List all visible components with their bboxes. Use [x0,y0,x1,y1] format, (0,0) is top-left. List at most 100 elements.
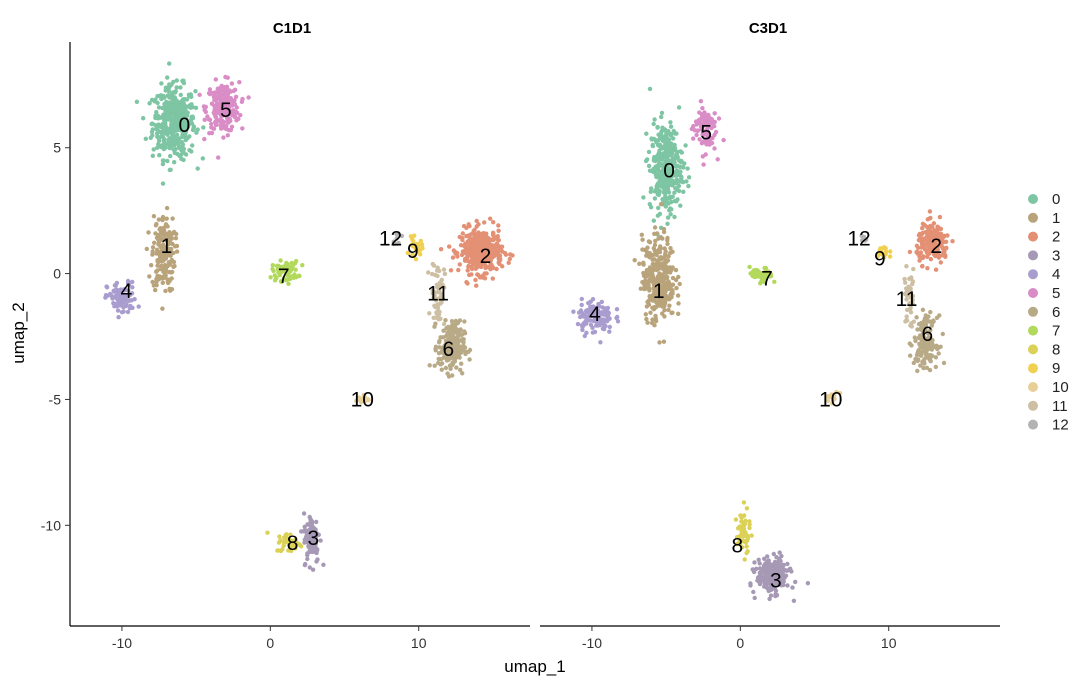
point [167,128,173,133]
point [288,532,293,537]
point [265,530,270,535]
legend-item-7: 7 [1028,323,1060,340]
point [925,254,930,259]
point [181,150,186,155]
point [278,258,283,263]
point [934,232,940,237]
point [495,253,501,258]
point [933,267,939,272]
point [457,332,462,337]
point [747,525,752,531]
cluster-10-points [354,392,371,405]
point [918,333,923,338]
point [585,314,590,319]
point [927,336,933,341]
legend-item-2: 2 [1028,229,1060,246]
cluster-labels: 0 5 1 4 7 2 912 116 10 3 8 [589,122,942,593]
point [657,143,662,149]
point [762,556,767,561]
point [680,164,686,170]
point [679,150,684,155]
point [704,121,709,127]
point [472,227,477,233]
point [667,196,672,201]
point [756,579,762,584]
point [667,169,672,174]
point [917,254,922,259]
point [162,142,167,147]
point [933,355,939,360]
point [177,153,182,158]
point [781,582,786,588]
point [165,279,170,284]
point [661,229,667,235]
point [937,214,943,220]
point [830,401,835,406]
point [940,331,945,337]
point [749,533,754,538]
point [143,136,148,141]
point [496,238,501,243]
point [652,117,657,122]
point [669,199,674,205]
point [443,365,449,371]
point [659,129,664,134]
point [436,360,441,366]
point [284,260,289,266]
point [154,251,159,256]
point [448,268,454,273]
point [171,112,176,117]
point [594,319,599,324]
point [658,255,664,260]
point [444,326,449,331]
point [918,341,924,347]
legend-label: 4 [1052,266,1060,283]
legend-label: 8 [1052,341,1060,358]
point [170,216,175,221]
point [669,146,674,152]
point [791,598,797,603]
point [930,321,935,326]
point [436,317,441,322]
point [454,355,459,360]
point [709,140,715,146]
panel-title: C3D1 [749,20,787,37]
point [150,127,155,132]
point [647,255,652,260]
point [654,187,659,192]
point [170,91,175,96]
point [272,278,278,283]
point [218,108,223,113]
point [233,109,238,114]
point [488,216,493,221]
point [754,270,760,275]
point [396,240,401,246]
point [793,579,798,585]
point [164,205,170,211]
point [928,257,934,262]
point [702,132,707,137]
point [467,241,472,246]
point [160,276,166,281]
point [927,343,932,348]
point [289,264,294,269]
point [677,281,682,287]
point [447,344,452,349]
point [224,88,229,94]
point [458,327,463,332]
point [280,547,285,552]
point [170,241,175,247]
point [647,168,653,173]
point [665,176,670,181]
point [150,252,155,257]
point [919,320,924,326]
cluster-label-2: 2 [930,235,942,258]
point [166,246,171,252]
point [292,540,297,545]
cluster-label-0: 0 [178,114,190,137]
point [915,368,920,374]
point [437,289,442,294]
point [907,341,912,346]
point [270,266,275,272]
point [665,147,670,153]
